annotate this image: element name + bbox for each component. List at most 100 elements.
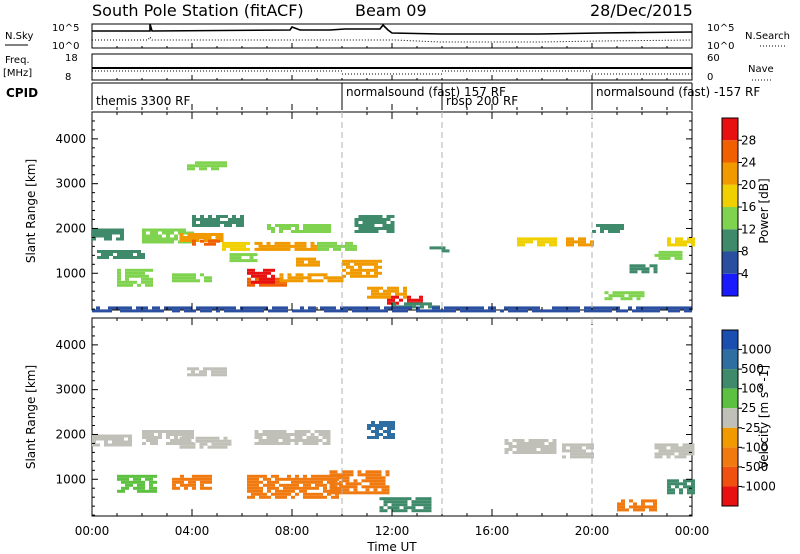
velocity-cell (271, 480, 275, 484)
power-cell (183, 236, 188, 239)
velocity-cell (149, 486, 153, 490)
velocity-cell (278, 430, 283, 433)
velocity-cell (223, 439, 228, 443)
power-colorbar-segment (722, 184, 738, 207)
power-cell (331, 276, 336, 280)
power-cell (407, 295, 411, 299)
power-cell (387, 301, 391, 305)
power-cell (370, 230, 375, 233)
power-cell (545, 240, 549, 244)
power-cell (258, 241, 263, 245)
power-cell (600, 306, 604, 310)
velocity-cell (306, 436, 311, 439)
velocity-cell (200, 480, 204, 484)
power-cell (295, 276, 300, 280)
power-cell (568, 306, 572, 310)
power-cell (321, 241, 325, 245)
power-cell (259, 283, 263, 287)
power-colorbar-label: 20 (741, 178, 756, 192)
velocity-cell (311, 474, 315, 478)
power-cell (228, 224, 232, 227)
velocity-cell (540, 442, 545, 445)
velocity-cell (423, 503, 428, 507)
power-cell (419, 295, 423, 299)
velocity-cell (327, 489, 331, 493)
power-cell (96, 309, 100, 313)
velocity-cell (219, 445, 224, 449)
velocity-cell (387, 500, 392, 504)
power-cell (588, 309, 592, 313)
power-cell (671, 243, 675, 247)
power-cell (196, 306, 200, 310)
velocity-cell (207, 436, 212, 440)
velocity-cell (357, 473, 362, 477)
power-cell (628, 306, 632, 310)
velocity-cell (200, 477, 204, 481)
velocity-cell (345, 491, 350, 495)
power-cell (275, 283, 279, 287)
velocity-cell (399, 503, 404, 507)
velocity-cell (191, 442, 196, 446)
power-cell (287, 276, 292, 280)
power-cell (391, 295, 395, 299)
power-cell (317, 244, 321, 248)
power-cell (536, 309, 540, 313)
power-cell (196, 279, 200, 283)
velocity-cell (674, 455, 679, 459)
power-cell (284, 309, 288, 313)
power-cell (300, 263, 304, 267)
velocity-cell (263, 495, 267, 499)
power-cell (137, 283, 141, 287)
power-cell (215, 164, 219, 168)
power-cell (370, 259, 374, 263)
power-cell (149, 268, 153, 272)
power-cell (592, 309, 596, 313)
power-cell (404, 309, 408, 313)
power-cell (366, 262, 370, 266)
power-cell (371, 286, 375, 290)
velocity-cell (275, 495, 279, 499)
power-cell (295, 224, 299, 227)
power-cell (370, 262, 374, 266)
power-cell (628, 291, 633, 295)
power-cell (652, 306, 656, 310)
power-cell (142, 240, 146, 244)
power-cell (97, 250, 101, 253)
velocity-cell (183, 436, 188, 440)
power-cell (251, 268, 255, 272)
velocity-cell (172, 483, 176, 487)
power-cell (648, 309, 652, 313)
power-cell (350, 271, 354, 275)
power-cell (251, 280, 255, 284)
power-cell (640, 291, 645, 295)
velocity-cell (353, 485, 358, 489)
power-cell (676, 309, 680, 313)
power-cell (295, 230, 299, 233)
power-cell (678, 253, 683, 257)
velocity-cell (262, 439, 267, 442)
power-cell (149, 277, 153, 281)
power-cell (300, 309, 304, 313)
power-cell (170, 237, 174, 241)
velocity-cell (670, 443, 675, 447)
velocity-cell (641, 502, 645, 506)
power-cell (222, 241, 226, 245)
power-cell (267, 277, 271, 281)
power-colorbar-label: 16 (741, 200, 756, 214)
velocity-cell (574, 452, 578, 456)
power-cell (176, 309, 180, 313)
velocity-cell (141, 474, 145, 478)
velocity-cell (329, 470, 334, 474)
power-cell (612, 306, 616, 310)
power-cell (658, 250, 663, 254)
power-cell (375, 292, 379, 296)
velocity-cell (548, 442, 553, 445)
velocity-cell (196, 477, 200, 481)
power-cell (272, 306, 276, 310)
y-tick-label: 2000 (55, 427, 86, 441)
power-cell (104, 309, 108, 313)
power-cell (488, 306, 492, 310)
power-cell (141, 274, 145, 278)
velocity-cell (178, 439, 182, 442)
